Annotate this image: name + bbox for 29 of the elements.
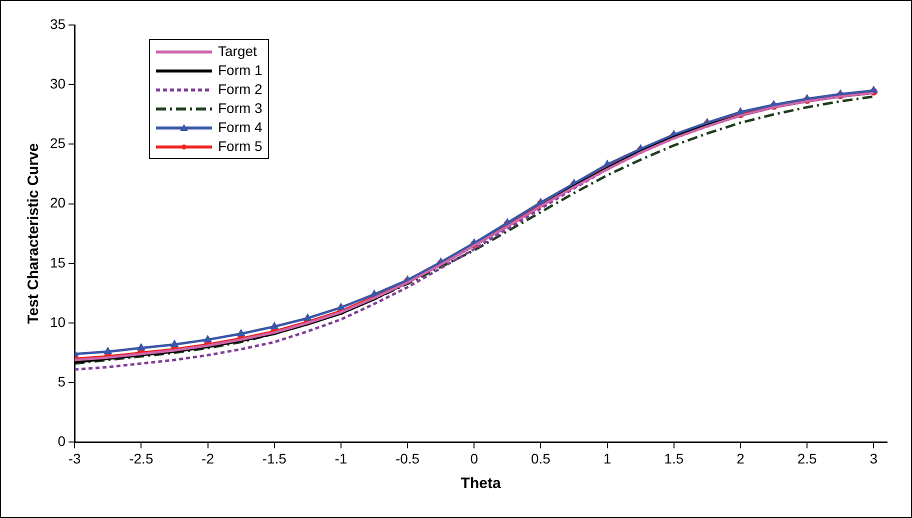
legend-label: Form 5	[218, 137, 262, 156]
x-tick-label: 2.5	[797, 450, 818, 466]
x-tick-label: -3	[68, 450, 82, 466]
x-tick-label: -2.5	[129, 450, 154, 466]
y-tick-label: 30	[50, 75, 66, 92]
y-axis-title: Test Characteristic Curve	[25, 143, 42, 324]
legend-label: Form 3	[218, 99, 262, 118]
x-tick-label: -2	[202, 450, 214, 466]
x-tick-label: 3	[870, 450, 878, 466]
x-tick-label: 0.5	[530, 450, 551, 466]
x-tick-label: 1.5	[664, 450, 684, 466]
legend-label: Target	[218, 42, 257, 61]
y-tick-label: 0	[58, 433, 66, 450]
x-axis-title: Theta	[460, 475, 502, 492]
x-tick-label: 1	[603, 450, 612, 466]
y-tick-label: 10	[50, 314, 66, 330]
legend-label: Form 2	[218, 80, 262, 99]
y-tick-label: 25	[50, 135, 66, 152]
y-tick-label: 35	[50, 16, 66, 32]
legend-label: Form 4	[218, 118, 262, 137]
x-tick-label: 2	[736, 450, 745, 466]
y-tick-label: 5	[58, 373, 66, 390]
x-tick-label: -1	[334, 450, 348, 466]
y-tick-label: 20	[50, 194, 66, 211]
x-tick-label: 0	[470, 450, 478, 466]
legend-label: Form 1	[218, 61, 262, 80]
x-tick-label: -0.5	[395, 450, 420, 466]
x-tick-label: -1.5	[262, 450, 287, 466]
y-tick-label: 15	[50, 254, 66, 270]
